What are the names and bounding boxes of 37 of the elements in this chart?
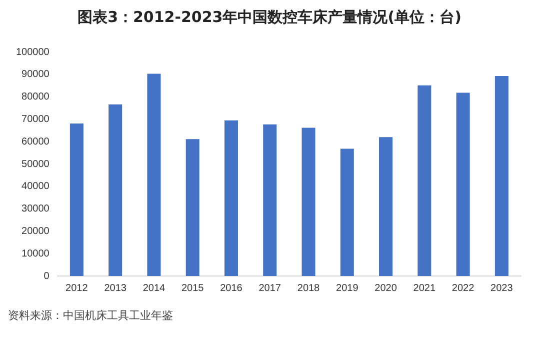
y-tick-label: 70000 (22, 114, 50, 125)
x-tick-label: 2020 (374, 282, 398, 294)
bar (224, 120, 238, 276)
bar (418, 85, 432, 276)
bar (147, 74, 161, 276)
bar (108, 104, 122, 276)
bar (302, 128, 316, 276)
x-tick-label: 2023 (490, 282, 514, 294)
y-tick-label: 30000 (22, 204, 50, 215)
y-tick-label: 0 (44, 270, 50, 282)
y-tick-label: 60000 (22, 136, 50, 148)
bar (379, 137, 393, 276)
x-tick-label: 2021 (413, 282, 436, 294)
text: 资料来源：中国机床工具工业年鉴 (8, 308, 174, 323)
y-tick-label: 100000 (16, 46, 50, 58)
y-tick-label: 20000 (22, 226, 50, 237)
y-tick-label: 90000 (22, 69, 50, 80)
x-tick-label: 2013 (104, 282, 127, 294)
bar (340, 148, 354, 276)
bar (456, 92, 470, 276)
y-tick-label: 40000 (22, 181, 50, 192)
x-tick-label: 2018 (297, 282, 320, 294)
y-tick-label: 50000 (22, 158, 50, 170)
bar (186, 139, 200, 276)
y-tick-label: 10000 (22, 248, 50, 260)
bar (494, 76, 508, 276)
x-tick-label: 2012 (66, 282, 88, 294)
x-tick-label: 2017 (258, 282, 282, 294)
bar (263, 124, 277, 276)
x-tick-label: 2019 (336, 282, 359, 294)
x-tick-label: 2015 (181, 282, 204, 294)
x-tick-label: 2022 (452, 282, 475, 294)
y-tick-label: 80000 (22, 92, 50, 103)
x-tick-label: 2014 (142, 282, 166, 294)
x-tick-label: 2016 (220, 282, 243, 294)
chart-title: 图表3：2012-2023年中国数控车床产量情况(单位：台) (76, 8, 462, 28)
bar (70, 123, 84, 276)
